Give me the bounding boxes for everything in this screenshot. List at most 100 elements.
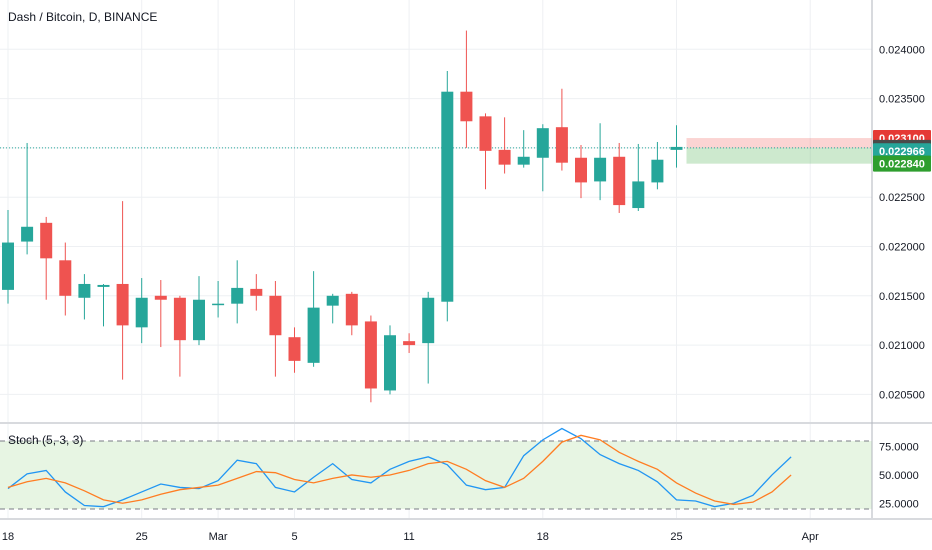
candle-body <box>288 337 301 361</box>
candle <box>498 117 511 174</box>
candle <box>212 281 225 318</box>
stoch-band <box>0 440 872 510</box>
candle <box>78 274 91 320</box>
candle-body <box>460 91 473 122</box>
price-tick-label: 0.022000 <box>879 241 925 253</box>
stoch-band-fill <box>0 440 872 509</box>
candle-body <box>613 156 626 206</box>
candle-body <box>345 293 358 326</box>
candle <box>173 295 186 377</box>
price-tick-label: 0.020500 <box>879 389 925 401</box>
date-tick-label: 11 <box>403 531 414 543</box>
candle <box>231 260 244 324</box>
date-tick-label: 25 <box>136 531 148 543</box>
time-axis[interactable]: 18 25 Mar 5 11 18 25 Apr <box>2 531 819 543</box>
date-tick-label: Mar <box>209 531 228 543</box>
candlestick-series[interactable] <box>2 30 683 403</box>
candle <box>422 291 435 384</box>
stoch-label: Stoch (5, 3, 3) <box>8 433 83 447</box>
candle-body <box>651 159 664 183</box>
candle <box>2 210 14 304</box>
candle <box>288 327 301 373</box>
candle <box>670 125 683 168</box>
candle-body <box>59 260 72 296</box>
candle <box>555 88 568 171</box>
position-stop-zone <box>686 138 872 148</box>
price-badge: 0.022966 <box>873 143 931 160</box>
candle-body <box>632 181 645 209</box>
price-tick-label: 0.024000 <box>879 44 925 56</box>
candle <box>575 144 587 199</box>
price-badge: 0.022840 <box>873 155 931 172</box>
candle <box>21 142 34 255</box>
candle-body <box>364 321 377 389</box>
price-tick-label: 0.023500 <box>879 94 925 106</box>
candle-body <box>517 156 530 165</box>
candle-body <box>212 303 225 306</box>
candle-body <box>116 283 129 326</box>
stoch-tick-label: 25.0000 <box>879 498 919 510</box>
date-tick-label: 5 <box>291 531 297 543</box>
candle-body <box>594 157 607 182</box>
candle-body <box>422 297 435 344</box>
candle-body <box>40 222 53 259</box>
candle <box>479 113 492 190</box>
candle-body <box>441 91 454 302</box>
candle-body <box>403 341 416 346</box>
stoch-k-line <box>7 427 792 508</box>
price-badge-label: 0.022966 <box>879 146 925 158</box>
price-badge-bg <box>873 155 931 172</box>
price-tick-label: 0.021000 <box>879 340 925 352</box>
candle <box>154 280 167 348</box>
candle <box>594 123 607 201</box>
candle-body <box>498 149 511 165</box>
price-tick-label: 0.022500 <box>879 192 925 204</box>
candle <box>345 291 358 336</box>
stoch-axis[interactable]: 75.0000 50.0000 25.0000 <box>879 442 919 511</box>
price-badge-label: 0.022840 <box>879 159 925 171</box>
candle <box>364 315 377 403</box>
position-target-zone <box>686 147 872 164</box>
candle-body <box>173 297 186 341</box>
candle-body <box>97 284 110 287</box>
candle-body <box>479 116 492 151</box>
date-tick-label: 18 <box>2 531 14 543</box>
candle <box>536 124 549 192</box>
candle <box>460 30 473 148</box>
candle-body <box>384 335 396 391</box>
chart-title: Dash / Bitcoin, D, BINANCE <box>8 10 157 24</box>
candle <box>651 141 664 190</box>
candle <box>269 281 282 377</box>
candle-body <box>555 127 568 163</box>
candle <box>40 216 53 300</box>
candle-body <box>2 242 14 290</box>
candle-body <box>78 283 91 298</box>
candle <box>613 142 626 213</box>
candle <box>403 333 416 353</box>
candle-body <box>326 295 339 306</box>
position-zone <box>0 138 872 164</box>
stoch-tick-label: 50.0000 <box>879 470 919 482</box>
candle <box>97 283 110 327</box>
candle-body <box>21 226 34 242</box>
candle-body <box>269 295 282 336</box>
candle-body <box>154 295 167 300</box>
candle <box>116 201 129 380</box>
candle <box>250 274 263 311</box>
candle <box>307 271 320 367</box>
candle-body <box>135 297 148 328</box>
candle-body <box>575 157 587 183</box>
candle-body <box>193 299 205 341</box>
candle <box>59 242 72 316</box>
stoch-d-line <box>7 434 792 506</box>
pane-frame <box>0 0 932 520</box>
candle <box>384 325 396 395</box>
candle <box>326 293 339 324</box>
price-badge-bg <box>873 143 931 160</box>
candle <box>135 278 148 344</box>
candle <box>441 70 454 322</box>
candle <box>193 276 205 346</box>
date-tick-label: 18 <box>537 531 549 543</box>
